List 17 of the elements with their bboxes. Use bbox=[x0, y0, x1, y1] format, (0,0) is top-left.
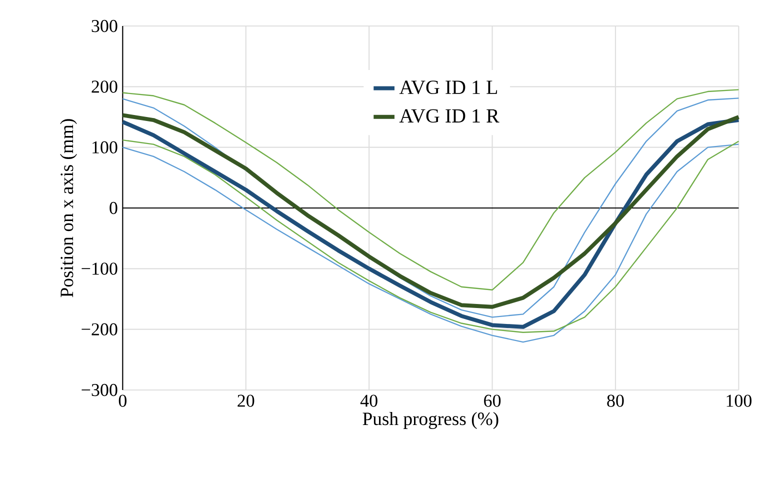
y-tick-label: −300 bbox=[82, 384, 118, 396]
y-axis-title: Position on x axis (mm) bbox=[60, 119, 77, 298]
x-tick-label: 20 bbox=[238, 394, 254, 407]
y-tick-label: 200 bbox=[92, 80, 118, 93]
x-tick-label: 100 bbox=[726, 394, 752, 407]
y-tick-label: 300 bbox=[92, 20, 118, 32]
x-tick-label: 40 bbox=[360, 394, 378, 407]
y-tick-label: 100 bbox=[92, 141, 118, 154]
x-tick-label: 0 bbox=[118, 394, 126, 407]
y-tick-label: −200 bbox=[82, 323, 118, 336]
y-tick-label: 0 bbox=[110, 202, 118, 214]
x-tick-label: 60 bbox=[484, 394, 501, 407]
legend-label: AVG ID 1 R bbox=[399, 109, 500, 123]
x-tick-label: 80 bbox=[607, 394, 624, 407]
x-axis-title: Push progress (%) bbox=[362, 412, 498, 429]
legend-label: AVG ID 1 L bbox=[399, 80, 498, 94]
y-tick-label: −100 bbox=[82, 262, 118, 275]
